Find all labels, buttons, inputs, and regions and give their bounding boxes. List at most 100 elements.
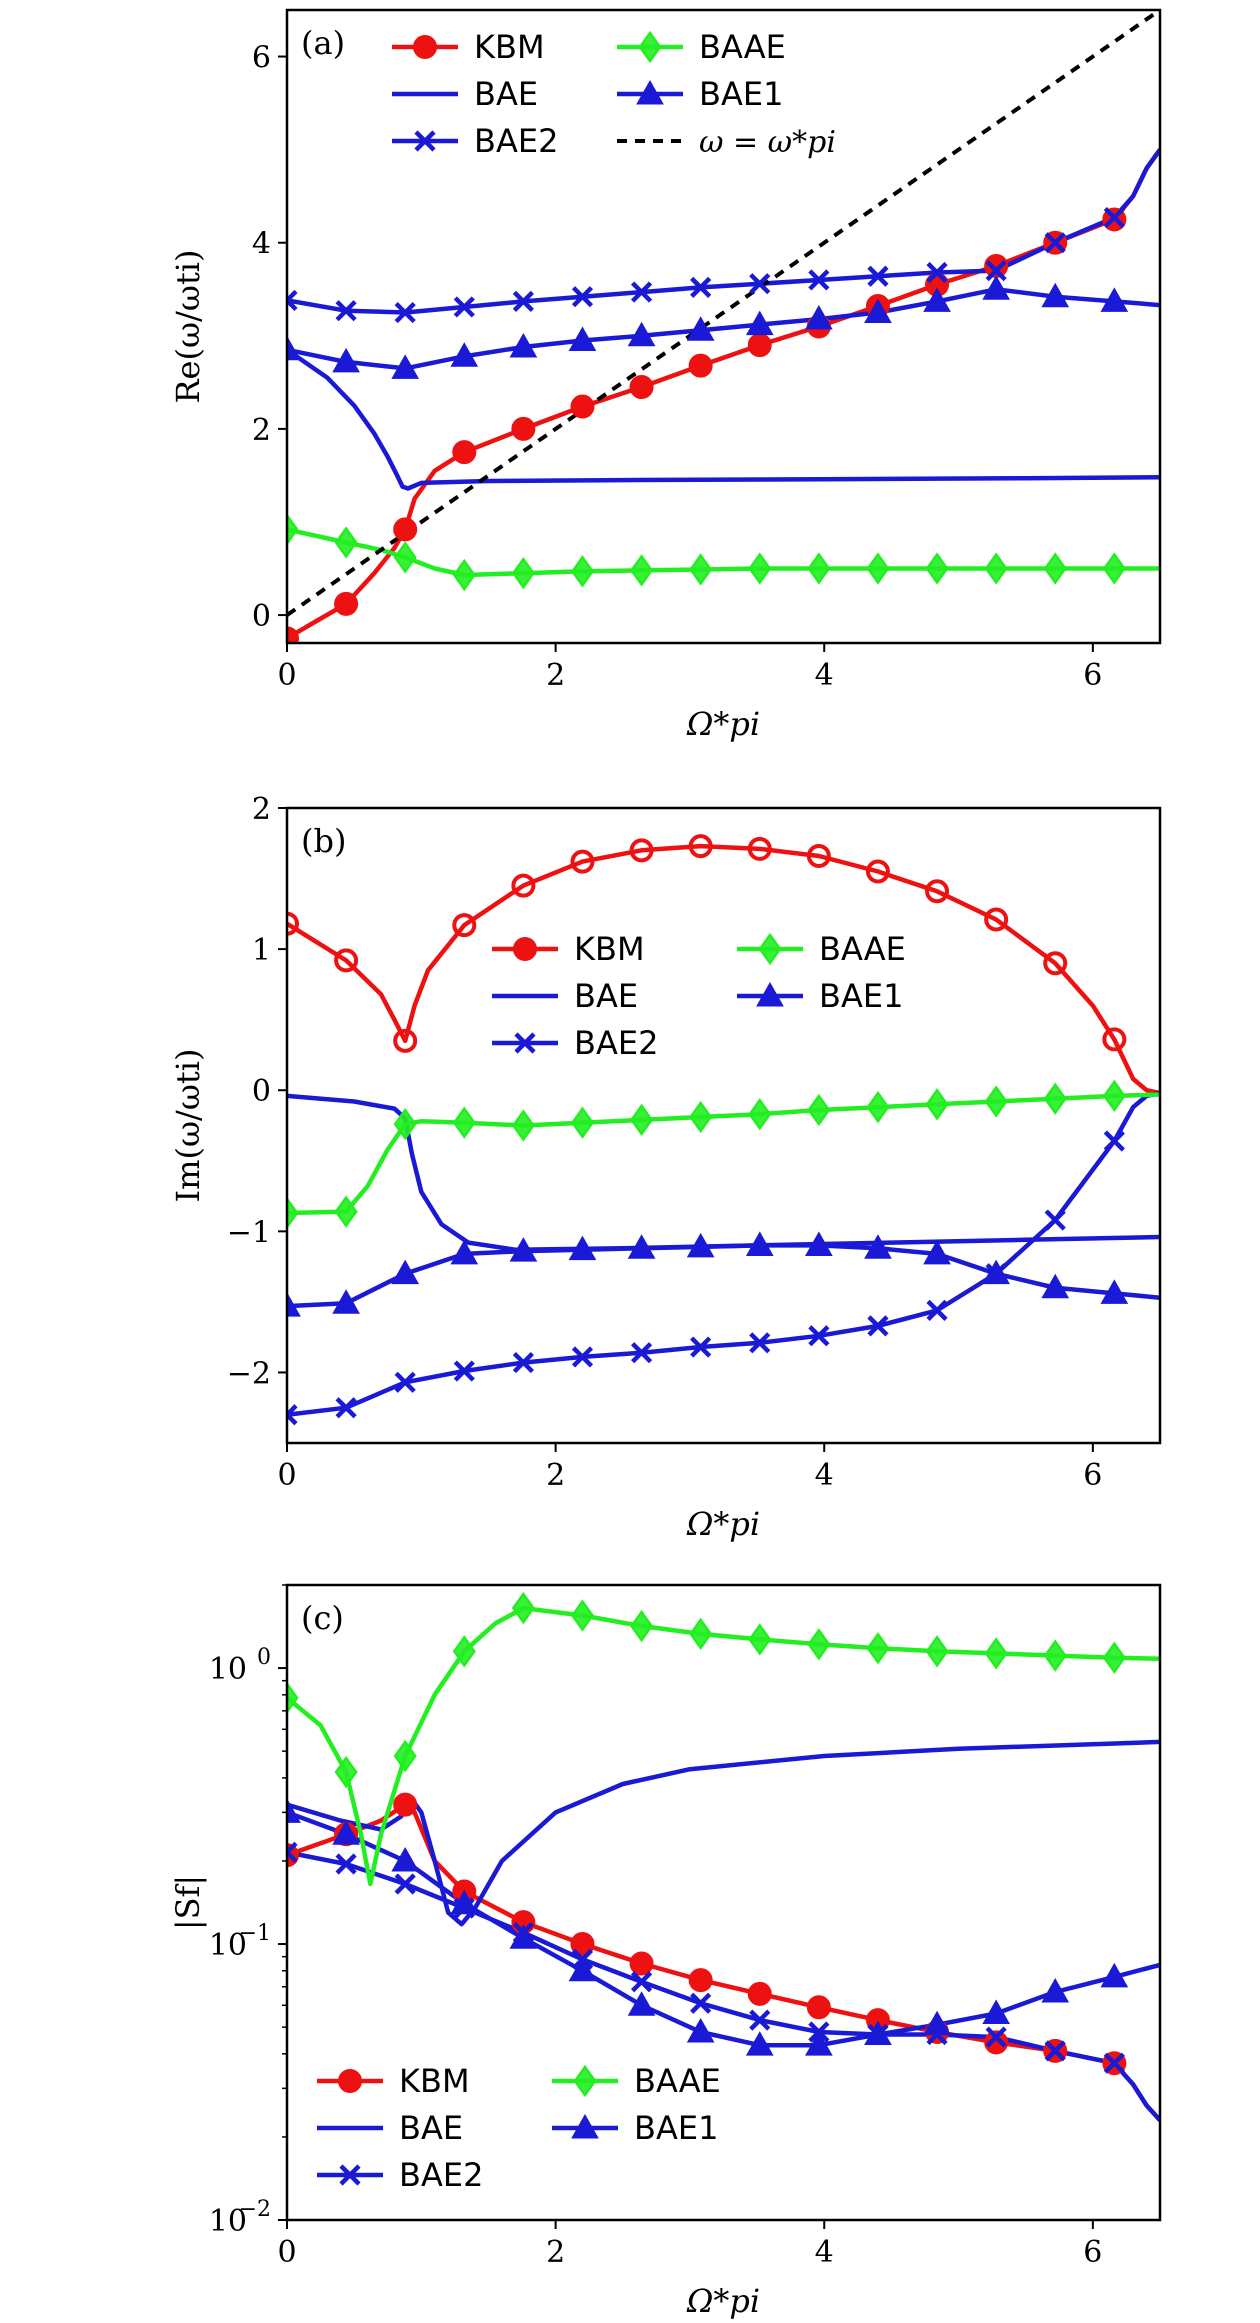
data-point [1041, 1978, 1070, 2003]
data-point [568, 1235, 597, 1261]
data-point [1103, 206, 1125, 229]
data-point [1103, 2052, 1125, 2074]
data-point [334, 1195, 358, 1228]
data-point [925, 1635, 949, 1668]
data-point [287, 1798, 301, 1823]
data-point [452, 1106, 476, 1139]
data-point [1102, 1641, 1126, 1674]
y-axis-label: |Sf| [169, 1875, 207, 1930]
data-point [570, 1599, 595, 1632]
data-point [689, 553, 713, 586]
data-point [807, 1628, 831, 1661]
data-point [627, 1991, 656, 2016]
data-point [627, 1234, 656, 1259]
data-point [866, 552, 890, 585]
data-point [394, 1371, 416, 1393]
legend-label: KBM [399, 2062, 470, 2100]
data-point [332, 1820, 360, 1845]
data-point [690, 1992, 712, 2014]
y-tick-label: 2 [252, 792, 271, 827]
data-point [287, 911, 299, 936]
data-point [287, 626, 299, 643]
data-point [393, 1739, 417, 1773]
y-tick-label: 1 [252, 933, 271, 968]
data-point [926, 2023, 948, 2046]
data-point [393, 1107, 417, 1141]
data-point [690, 1336, 712, 1358]
data-point [452, 440, 477, 465]
data-point [866, 1091, 890, 1124]
series-line-baae [287, 527, 1160, 578]
data-point [689, 1100, 713, 1134]
y-tick-label: 10 [209, 1928, 247, 1963]
data-point [982, 1999, 1011, 2025]
legend-marker [413, 35, 437, 59]
data-point [287, 1196, 299, 1230]
data-point [453, 296, 475, 318]
series-line-kbm [287, 148, 1160, 641]
data-point [748, 1098, 772, 1131]
x-axis-label: Ω*pi [686, 2282, 760, 2320]
legend-marker [573, 2064, 597, 2098]
legend: KBM BAAE BAE BAE1 BAE2 [492, 930, 906, 1062]
series-line--pi [287, 10, 1160, 617]
legend: KBM BAAE BAE BAE1 BAE2 ω = ω*pi [392, 28, 836, 160]
data-point [287, 1681, 299, 1715]
x-axis-label: Ω*pi [686, 1505, 760, 1543]
plot-area [287, 10, 1160, 643]
data-point [926, 261, 948, 284]
data-point [391, 1846, 420, 1872]
data-point [453, 1360, 475, 1382]
legend-label: BAE [574, 977, 638, 1015]
data-point [509, 1237, 538, 1262]
data-point [808, 2021, 830, 2043]
x-tick-label: 2 [546, 2235, 565, 2270]
x-tick-label: 4 [815, 2235, 834, 2270]
legend: KBM BAAE BAE BAE1 BAE2 [317, 2062, 721, 2194]
data-point [334, 948, 359, 973]
data-point [1100, 1279, 1129, 1304]
legend-marker [638, 30, 662, 64]
data-point [808, 269, 830, 291]
data-point [866, 1632, 890, 1665]
y-tick-label: −2 [227, 1356, 271, 1391]
data-point [925, 552, 949, 585]
data-point [686, 316, 715, 341]
data-point [512, 1351, 534, 1374]
data-point [864, 1234, 892, 1259]
data-point [805, 305, 833, 330]
data-point [688, 1968, 713, 1993]
data-point [688, 353, 713, 378]
data-point [1100, 287, 1129, 312]
data-point [394, 301, 416, 324]
data-point [985, 2026, 1007, 2048]
legend-label: ω = ω*pi [699, 125, 836, 160]
data-point [688, 834, 713, 859]
data-point [865, 859, 890, 884]
data-point [745, 310, 774, 336]
data-point [629, 375, 654, 400]
legend-marker [514, 1032, 536, 1054]
x-tick-label: 4 [815, 658, 834, 693]
panel-label: (c) [301, 1599, 344, 1637]
legend-label: KBM [574, 930, 645, 968]
data-point [1102, 552, 1126, 585]
data-point [1103, 1130, 1125, 1152]
data-point [807, 552, 831, 585]
x-tick-label: 0 [277, 2235, 296, 2270]
data-point [1043, 951, 1068, 976]
legend-marker [513, 937, 537, 961]
data-point [984, 1085, 1008, 1118]
data-point [287, 513, 299, 546]
series-line-bae1 [287, 287, 1160, 371]
data-point [749, 273, 771, 295]
data-point [630, 1342, 653, 1364]
data-point [749, 1332, 771, 1354]
data-point [568, 1956, 597, 1982]
data-point [571, 1948, 594, 1970]
y-axis-label: Im(ω/ωti) [169, 1048, 207, 1202]
legend-marker [636, 79, 664, 105]
data-point [335, 1397, 357, 1419]
data-point [332, 347, 360, 373]
data-point [509, 332, 538, 358]
